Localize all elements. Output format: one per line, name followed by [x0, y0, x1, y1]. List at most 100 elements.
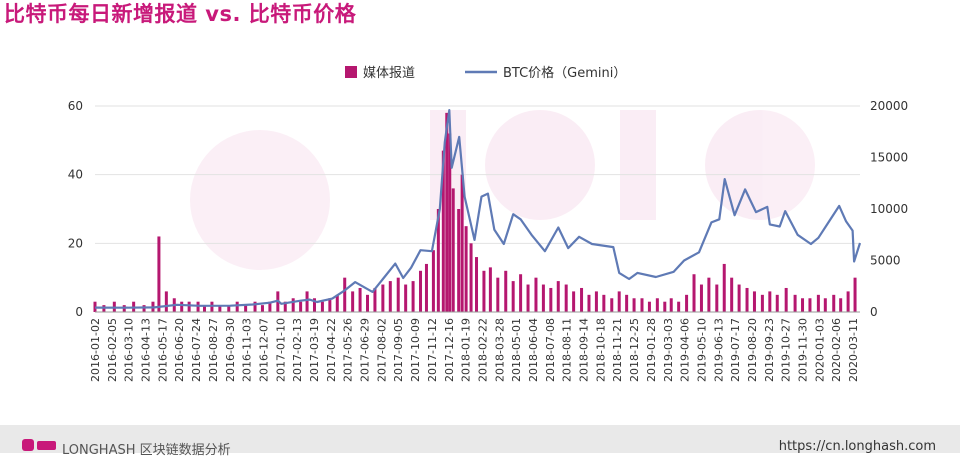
media-bar	[504, 270, 508, 312]
media-bar	[388, 281, 392, 312]
media-bar	[431, 250, 435, 312]
x-tick-label: 2016-03-10	[123, 318, 136, 382]
media-bar	[496, 277, 500, 312]
media-bar	[669, 298, 673, 312]
media-bar	[488, 267, 492, 312]
media-bar	[460, 174, 464, 312]
media-bar	[312, 298, 316, 312]
media-bar	[436, 209, 440, 312]
footer-brand: LONGHASH 区块链数据分析	[62, 443, 231, 458]
media-bar	[625, 294, 629, 312]
x-tick-label: 2016-04-13	[140, 318, 153, 382]
media-bar	[328, 298, 332, 312]
media-bar	[299, 301, 303, 312]
y-left-tick-label: 60	[68, 99, 83, 113]
x-tick-label: 2017-09-05	[392, 318, 405, 382]
x-tick-label: 2018-08-11	[561, 318, 574, 382]
media-bar	[655, 298, 659, 312]
media-bar	[647, 301, 651, 312]
media-bar	[564, 284, 568, 312]
media-bar	[283, 301, 287, 312]
y-axis-left: 0 20 40 60	[68, 99, 83, 319]
x-tick-label: 2019-10-27	[780, 318, 793, 382]
media-bar	[549, 287, 553, 312]
x-tick-label: 2017-10-09	[409, 318, 422, 382]
y-left-tick-label: 0	[75, 305, 83, 319]
media-bar	[457, 209, 461, 312]
x-tick-label: 2016-01-02	[89, 318, 102, 382]
x-tick-label: 2019-06-13	[712, 318, 725, 382]
media-bar	[556, 281, 560, 312]
media-bar	[396, 277, 400, 312]
media-bar	[663, 301, 667, 312]
x-tick-label: 2016-05-17	[156, 318, 169, 382]
y-right-tick-label: 0	[870, 305, 878, 319]
x-tick-label: 2018-10-18	[594, 318, 607, 382]
legend-label-btc: BTC价格（Gemini）	[503, 65, 626, 81]
y-left-tick-label: 20	[68, 236, 83, 250]
media-bar	[715, 284, 719, 312]
x-axis-ticks: 2016-01-02 2016-02-05 2016-03-10 2016-04-13…	[89, 318, 860, 382]
x-tick-label: 2019-09-23	[763, 318, 776, 382]
x-tick-label: 2019-11-30	[797, 318, 810, 382]
x-tick-label: 2018-09-14	[578, 318, 591, 382]
media-bar	[253, 301, 257, 312]
media-bar	[335, 294, 339, 312]
media-bar	[617, 291, 621, 312]
media-bar	[793, 294, 797, 312]
x-tick-label: 2016-07-24	[190, 318, 203, 382]
media-bar	[775, 294, 779, 312]
x-tick-label: 2018-07-08	[544, 318, 557, 382]
media-bar	[760, 294, 764, 312]
media-bar	[816, 294, 820, 312]
media-bar	[445, 112, 449, 312]
y-right-tick-label: 20000	[870, 99, 908, 113]
media-bar	[320, 301, 324, 312]
media-bar	[640, 298, 644, 312]
x-tick-label: 2019-08-20	[746, 318, 759, 382]
media-bar	[632, 298, 636, 312]
media-bar	[448, 133, 452, 312]
media-bar	[373, 287, 377, 312]
media-bar	[677, 301, 681, 312]
media-bar	[305, 291, 309, 312]
y-right-tick-label: 5000	[870, 254, 901, 268]
media-bar	[737, 284, 741, 312]
footer-url[interactable]: https://cn.longhash.com	[778, 439, 936, 454]
media-bar	[244, 305, 248, 312]
x-tick-label: 2016-09-30	[224, 318, 237, 382]
media-bar	[730, 277, 734, 312]
media-bar	[801, 298, 805, 312]
media-bar	[699, 284, 703, 312]
x-tick-label: 2018-02-22	[477, 318, 490, 382]
media-bar	[451, 188, 455, 312]
media-bar	[511, 281, 515, 312]
media-bar	[839, 298, 843, 312]
media-bar	[823, 298, 827, 312]
x-tick-label: 2017-08-02	[375, 318, 388, 382]
x-tick-label: 2017-11-12	[426, 318, 439, 382]
x-tick-label: 2017-03-19	[308, 318, 321, 382]
legend-label-media: 媒体报道	[363, 66, 415, 81]
x-tick-label: 2018-01-19	[460, 318, 473, 382]
media-bar	[411, 281, 415, 312]
x-tick-label: 2019-05-10	[696, 318, 709, 382]
media-bar	[381, 284, 385, 312]
media-bar	[464, 226, 468, 312]
media-bar	[218, 305, 222, 312]
media-bar	[572, 291, 576, 312]
y-right-tick-label: 15000	[870, 151, 908, 165]
x-tick-label: 2020-03-11	[847, 318, 860, 382]
x-tick-label: 2019-01-28	[645, 318, 658, 382]
longhash-logo-icon	[22, 439, 56, 451]
x-tick-label: 2016-08-27	[207, 318, 220, 382]
page-title: 比特币每日新增报道 vs. 比特币价格	[4, 2, 357, 26]
x-tick-label: 2016-02-05	[106, 318, 119, 382]
x-tick-label: 2020-02-06	[830, 318, 843, 382]
legend-swatch-media	[345, 66, 357, 78]
media-bar	[268, 301, 272, 312]
media-bar	[227, 305, 231, 312]
x-tick-label: 2016-11-03	[241, 318, 254, 382]
x-tick-label: 2018-12-25	[628, 318, 641, 382]
media-bar	[587, 294, 591, 312]
